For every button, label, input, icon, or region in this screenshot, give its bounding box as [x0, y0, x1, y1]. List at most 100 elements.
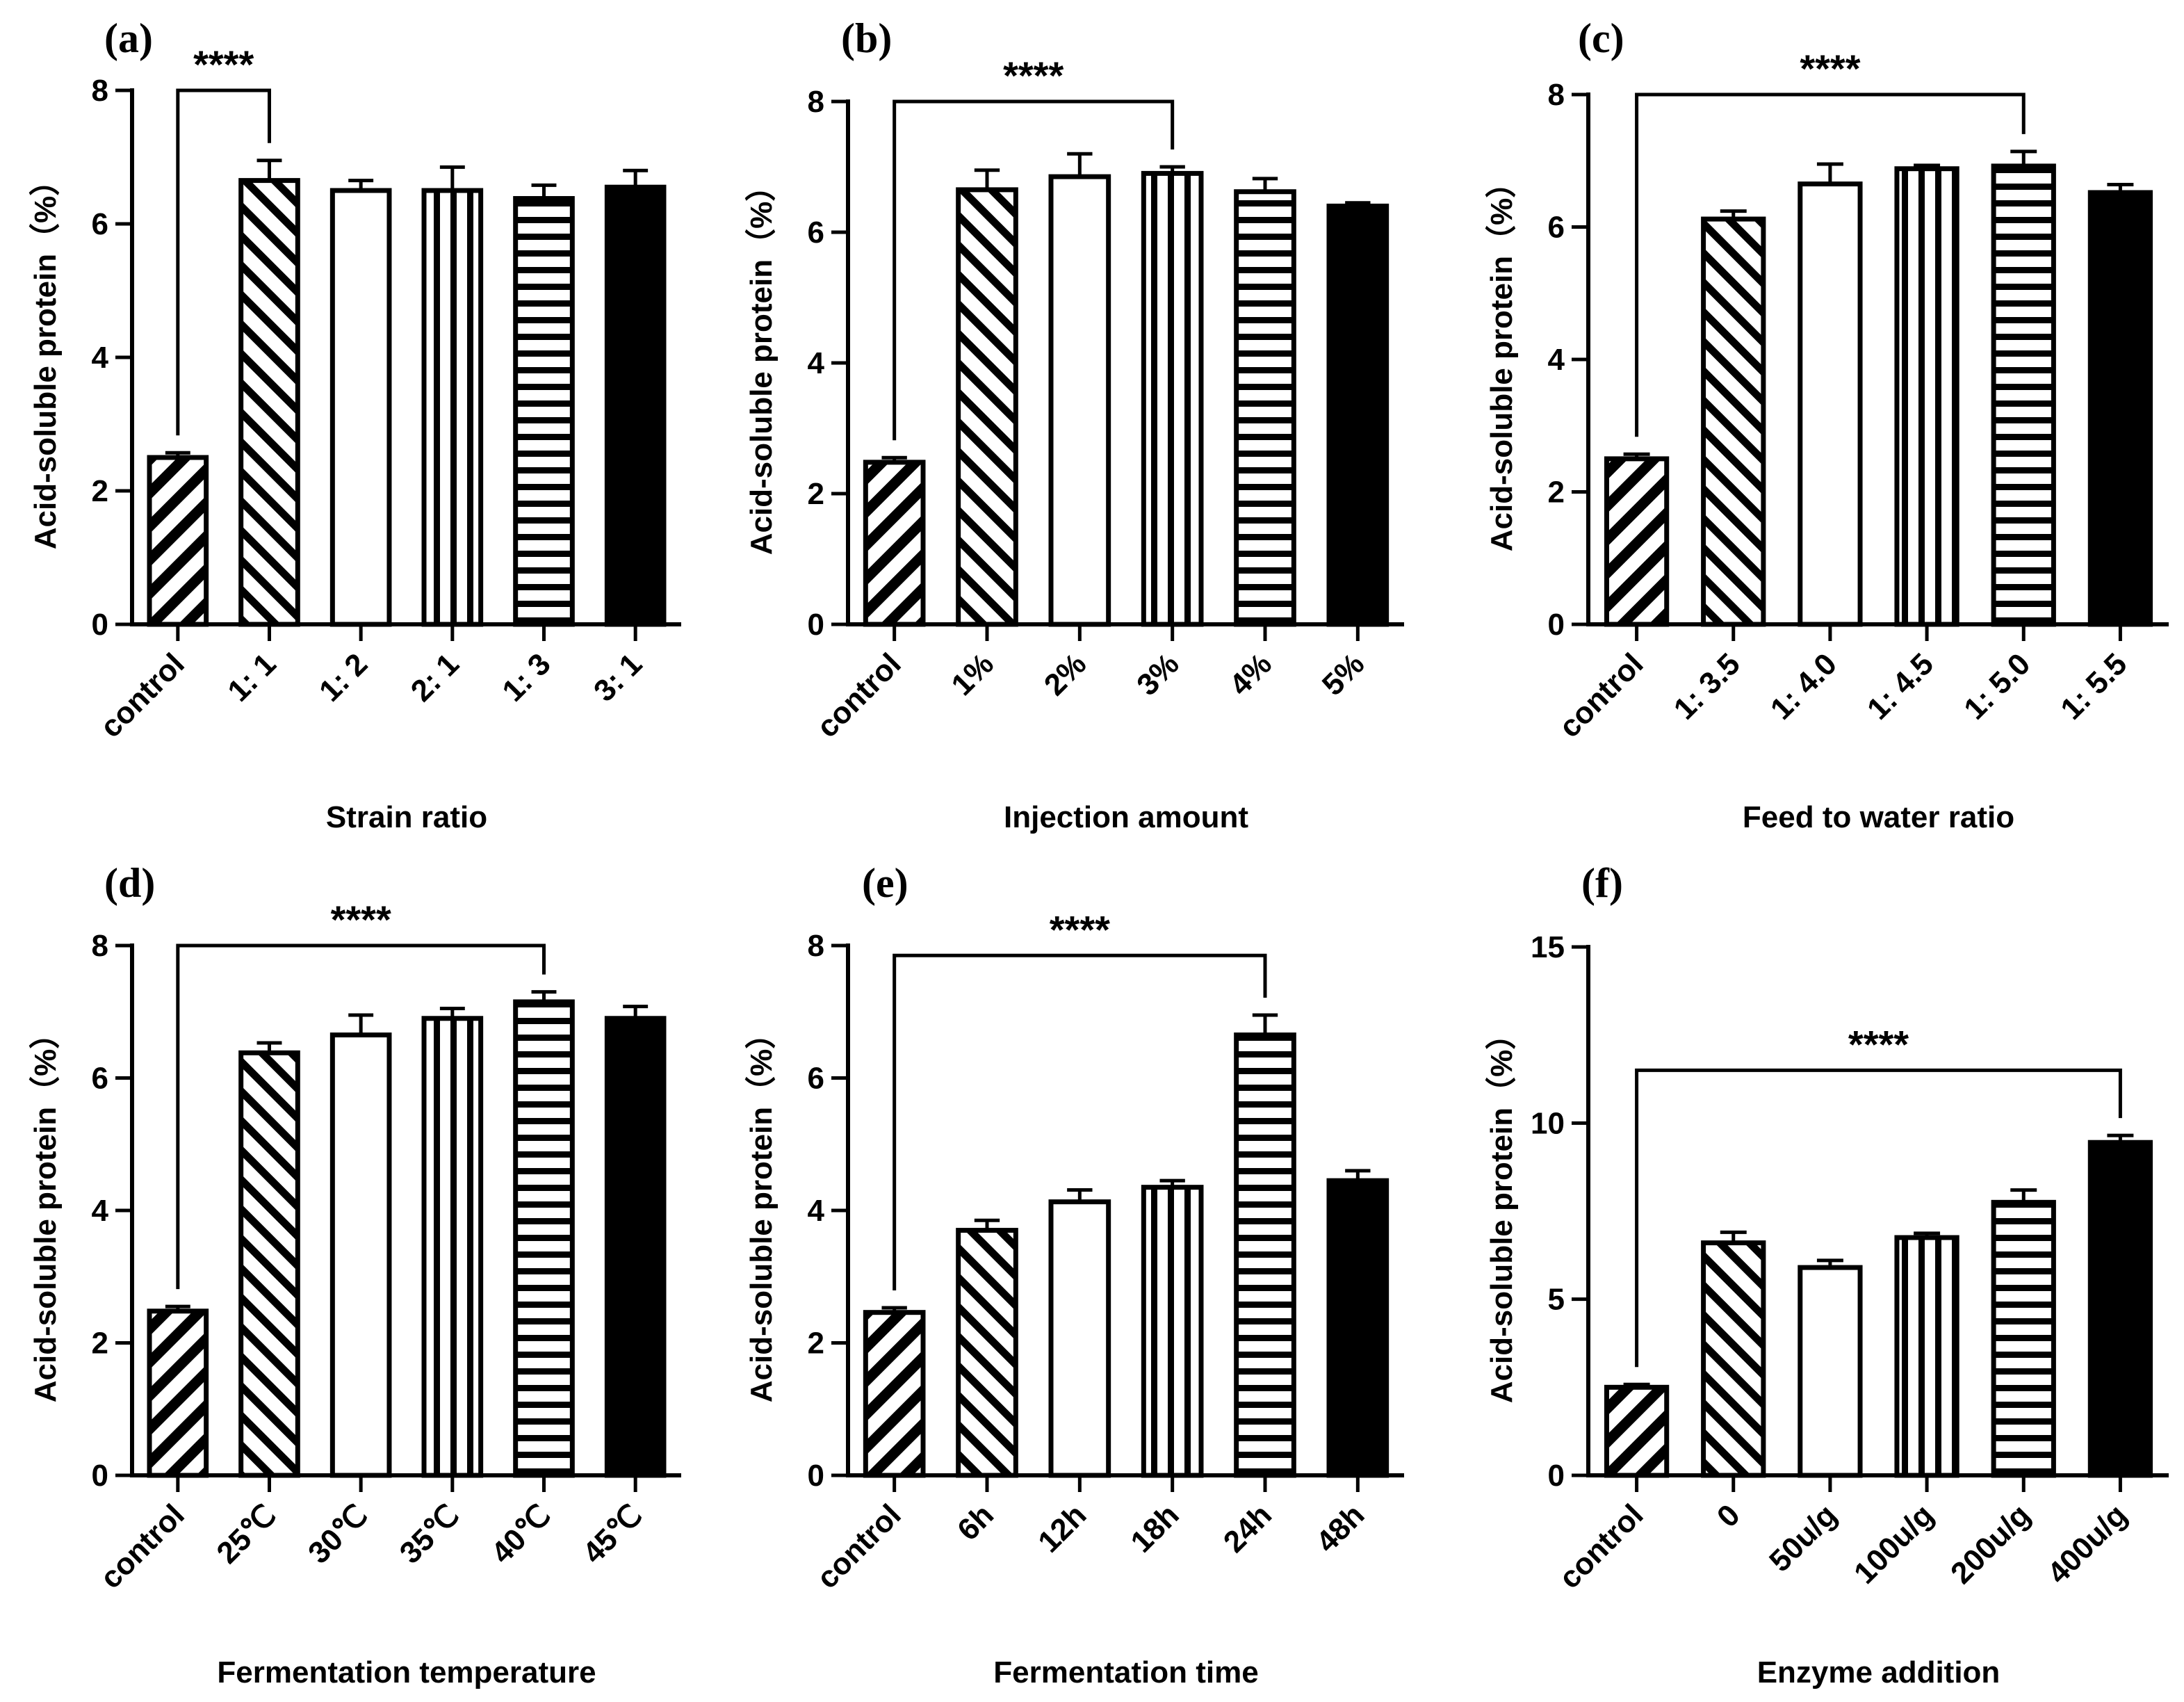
x-tick-label: 200u/g [1944, 1498, 2037, 1590]
bar-5 [2090, 1142, 2150, 1475]
x-axis-label: Enzyme addition [1757, 1655, 2000, 1689]
bar-0 [865, 462, 923, 624]
x-tick-label: 1: 2 [313, 647, 374, 708]
chart-panel-5: (f) 0 5 10 15 control 0 50u/g 100u/g 200u/g 400u/g… [1485, 860, 2169, 1689]
x-tick-label: 2: 1 [405, 647, 466, 708]
x-tick-label: 50u/g [1763, 1498, 1843, 1578]
x-tick-label: 5% [1316, 647, 1371, 702]
y-tick-label: 6 [1548, 211, 1565, 245]
y-tick-label: 0 [808, 1459, 824, 1493]
x-tick-label: 6h [951, 1498, 1000, 1547]
y-tick-label: 6 [808, 1062, 824, 1096]
significance-label: **** [193, 42, 254, 86]
bar-0 [865, 1313, 923, 1475]
x-tick-label: control [94, 1498, 191, 1595]
y-tick-label: 10 [1531, 1106, 1565, 1140]
y-tick-label: 4 [808, 1194, 825, 1228]
y-tick-label: 8 [92, 74, 108, 108]
chart-panel-1: (b) 0 2 4 6 8 control 1% 2% 3% 4% 5% Acid-soluble pr… [744, 15, 1404, 834]
y-tick-label: 0 [92, 608, 108, 642]
panel-label: (a) [104, 15, 153, 61]
x-tick-label: 1: 1 [221, 647, 282, 708]
bar-2 [1051, 1202, 1109, 1475]
x-tick-label: 1: 3.5 [1668, 647, 1747, 726]
bar-0 [149, 457, 206, 624]
y-axis-label: Acid-soluble protein（%） [1485, 1019, 1519, 1403]
bar-0 [149, 1311, 206, 1475]
bar-1 [241, 1053, 298, 1475]
y-tick-label: 15 [1531, 930, 1565, 964]
x-tick-label: control [810, 1498, 908, 1595]
x-axis-label: Fermentation time [993, 1655, 1258, 1689]
y-axis-label: Acid-soluble protein（%） [28, 165, 63, 549]
x-tick-label: 1: 3 [496, 647, 557, 708]
significance-label: **** [1050, 907, 1110, 951]
bar-5 [607, 187, 664, 624]
x-tick-label: 25℃ [210, 1498, 282, 1570]
x-tick-label: 48h [1310, 1498, 1371, 1559]
bar-3 [1143, 173, 1201, 624]
panel-label: (b) [841, 15, 892, 61]
bar-2 [1800, 1267, 1860, 1475]
x-tick-label: 1: 5.0 [1957, 647, 2037, 726]
x-tick-label: control [810, 647, 908, 744]
panel-label: (f) [1581, 860, 1623, 906]
bar-5 [2090, 193, 2150, 624]
x-tick-label: 0 [1711, 1498, 1747, 1534]
bar-2 [1800, 184, 1860, 624]
chart-panel-3: (d)02468control 25℃ 30℃ 35℃ 40℃ 45℃Acid-solub… [28, 860, 681, 1689]
bar-3 [1897, 169, 1957, 624]
x-axis-label: Strain ratio [326, 800, 487, 834]
bar-2 [1051, 177, 1109, 624]
x-tick-label: 24h [1217, 1498, 1278, 1559]
bar-5 [1329, 206, 1387, 624]
bar-2 [332, 191, 389, 624]
bar-1 [1704, 219, 1763, 624]
significance-bracket [895, 102, 1173, 440]
significance-label: **** [331, 898, 391, 941]
bar-4 [516, 1002, 573, 1475]
bar-1 [959, 190, 1016, 624]
panel-label: (d) [104, 860, 155, 906]
y-tick-label: 2 [1548, 476, 1565, 510]
x-tick-label: 1% [945, 647, 1000, 702]
bar-0 [1606, 459, 1666, 624]
y-tick-label: 2 [808, 477, 824, 511]
y-axis-label: Acid-soluble protein（%） [28, 1019, 63, 1402]
x-tick-label: 12h [1032, 1498, 1093, 1559]
x-tick-label: 4% [1223, 647, 1278, 702]
bar-0 [1606, 1387, 1666, 1475]
x-tick-label: 2% [1038, 647, 1093, 702]
bar-4 [1994, 166, 2053, 624]
bar-4 [1994, 1202, 2053, 1475]
bar-3 [424, 1019, 481, 1475]
bar-3 [1897, 1238, 1957, 1475]
bar-4 [516, 199, 573, 624]
y-tick-label: 2 [92, 1327, 108, 1361]
bar-3 [1143, 1188, 1201, 1475]
x-tick-label: 400u/g [2041, 1498, 2133, 1590]
x-axis-label: Fermentation temperature [217, 1655, 596, 1689]
bar-5 [1329, 1181, 1387, 1475]
y-tick-label: 6 [808, 216, 824, 250]
bar-4 [1237, 1035, 1294, 1475]
chart-panel-4: (e)02468control 6h 12h 18h 24h 48hAcid-solubl… [744, 860, 1404, 1689]
x-tick-label: 45℃ [576, 1498, 649, 1570]
x-tick-label: 18h [1124, 1498, 1185, 1559]
y-tick-label: 2 [92, 474, 108, 508]
y-axis-label: Acid-soluble protein（%） [1485, 168, 1519, 551]
y-tick-label: 0 [1548, 608, 1565, 642]
x-axis-label: Injection amount [1004, 800, 1248, 834]
x-axis-label: Feed to water ratio [1743, 800, 2014, 834]
bar-5 [607, 1019, 664, 1475]
figure-canvas: (a) 0 2 4 6 8 control 1: 1 1: 2 2: 1 1: 3 3: 1 Acid-… [0, 0, 2184, 1702]
x-tick-label: 1: 4.5 [1861, 647, 1940, 726]
y-tick-label: 8 [808, 929, 824, 963]
y-axis-label: Acid-soluble protein（%） [744, 171, 779, 555]
y-tick-label: 8 [1548, 78, 1565, 112]
x-tick-label: 30℃ [302, 1498, 374, 1570]
x-tick-label: 3: 1 [587, 647, 649, 708]
panel-label: (c) [1578, 15, 1624, 61]
x-tick-label: 1: 5.5 [2054, 647, 2133, 726]
y-tick-label: 4 [92, 341, 109, 375]
